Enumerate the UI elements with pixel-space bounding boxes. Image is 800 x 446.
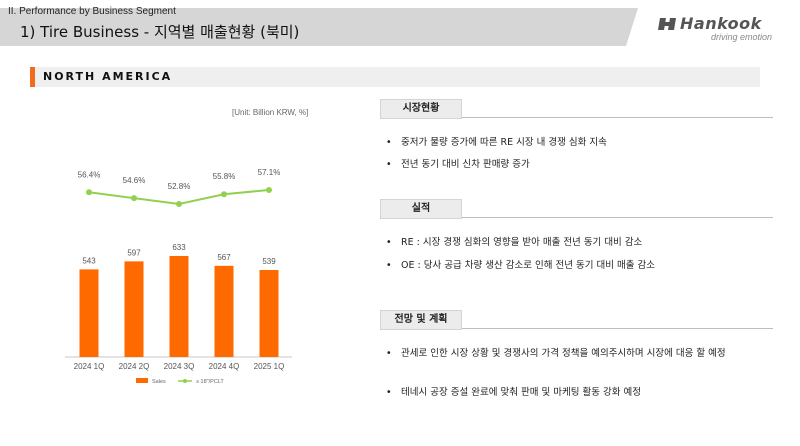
sales-bar-label: 567 [217, 253, 231, 262]
bullet-item: • RE : 시장 경쟁 심화의 영향을 받아 매출 전년 동기 대비 감소 [386, 235, 756, 250]
x-tick-label: 2024 2Q [119, 362, 150, 371]
bullet-text: 중저가 물량 증가에 따른 RE 시장 내 경쟁 심화 지속 [401, 137, 607, 148]
bullet-dot: • [386, 387, 392, 398]
share-point-label: 54.6% [123, 176, 146, 185]
x-tick-label: 2024 4Q [209, 362, 240, 371]
page-title: 1) Tire Business - 지역별 매출현황 (북미) [20, 23, 300, 41]
share-point [176, 201, 182, 207]
x-tick-label: 2024 3Q [164, 362, 195, 371]
x-tick-label: 2025 1Q [254, 362, 285, 371]
header-band [0, 0, 638, 46]
bullet-dot: • [386, 137, 392, 148]
bullet-dot: • [386, 348, 392, 359]
bullet-item: • 전년 동기 대비 신차 판매량 증가 [386, 157, 756, 172]
share-point-label: 52.8% [168, 182, 191, 191]
legend-share-label: ≥ 18"/PCLT [196, 379, 224, 385]
sales-bar-label: 543 [82, 256, 96, 265]
bullet-item: • 중저가 물량 증가에 따른 RE 시장 내 경쟁 심화 지속 [386, 135, 756, 150]
share-point [86, 189, 92, 196]
section-bar [30, 67, 760, 87]
panel-label: 시장현황 [380, 99, 462, 119]
bullet-item: • OE : 당사 공급 차량 생산 감소로 인해 전년 동기 대비 매출 감소 [386, 258, 756, 273]
sales-bar-label: 597 [127, 248, 141, 257]
share-point-label: 57.1% [258, 168, 281, 177]
bullet-text: OE : 당사 공급 차량 생산 감소로 인해 전년 동기 대비 매출 감소 [401, 260, 655, 271]
chart-unit-label: [Unit: Billion KRW, %] [232, 108, 309, 117]
legend-share-marker [183, 379, 187, 383]
sales-bar-label: 539 [262, 257, 276, 266]
share-point-label: 55.8% [213, 172, 236, 181]
panel-rule [462, 117, 773, 118]
panel-rule [462, 217, 773, 218]
share-point [221, 191, 227, 198]
panel-label: 실적 [380, 199, 462, 219]
bullet-dot: • [386, 159, 392, 170]
share-point [131, 195, 137, 202]
bullet-dot: • [386, 260, 392, 271]
sales-bar [79, 269, 99, 357]
share-point-label: 56.4% [78, 170, 101, 179]
section-accent [30, 67, 35, 87]
bullet-item: • 테네시 공장 증설 완료에 맞춰 판매 및 마케팅 활동 강화 예정 [386, 385, 756, 400]
logo-wordmark: Hankook [680, 14, 762, 33]
panel-label: 전망 및 계획 [380, 310, 462, 330]
bullet-text: 전년 동기 대비 신차 판매량 증가 [401, 159, 530, 170]
bullet-dot: • [386, 237, 392, 248]
legend-sales-swatch [136, 378, 148, 383]
section-label: II. Performance by Business Segment [8, 6, 176, 17]
bullet-item: • 관세로 인한 시장 상황 및 경쟁사의 가격 정책을 예의주시하며 시장에 대… [386, 346, 756, 361]
sales-bar [214, 265, 234, 357]
panel-rule [462, 328, 773, 329]
share-point [266, 187, 272, 193]
sales-chart: 543 2024 1Q 597 2024 2Q 633 2024 3Q 567 2024 4Q… [65, 168, 292, 385]
x-tick-label: 2024 1Q [74, 362, 105, 371]
sales-bar [259, 270, 279, 357]
legend-sales-label: Sales [152, 379, 166, 385]
hankook-logo: Hankook driving emotion [658, 14, 780, 42]
logo-mark-icon [658, 18, 676, 30]
sales-bar [169, 256, 189, 357]
sales-bar [124, 261, 144, 357]
logo-tagline: driving emotion [710, 32, 772, 42]
bullet-text: RE : 시장 경쟁 심화의 영향을 받아 매출 전년 동기 대비 감소 [401, 237, 643, 248]
header-band-shape [0, 8, 638, 46]
sales-bar-label: 633 [172, 243, 186, 252]
bullet-text: 테네시 공장 증설 완료에 맞춰 판매 및 마케팅 활동 강화 예정 [401, 387, 641, 398]
bullet-text: 관세로 인한 시장 상황 및 경쟁사의 가격 정책을 예의주시하며 시장에 대응… [401, 348, 726, 359]
section-title: NORTH AMERICA [43, 70, 173, 83]
